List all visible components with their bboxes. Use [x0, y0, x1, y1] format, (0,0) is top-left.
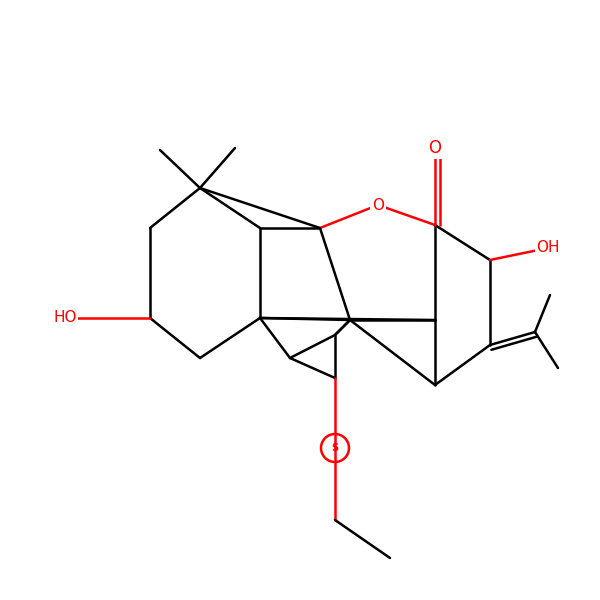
Text: S: S: [331, 443, 338, 453]
Text: HO: HO: [53, 311, 77, 325]
Text: OH: OH: [536, 241, 560, 256]
Text: O: O: [372, 197, 384, 212]
Text: O: O: [428, 139, 442, 157]
